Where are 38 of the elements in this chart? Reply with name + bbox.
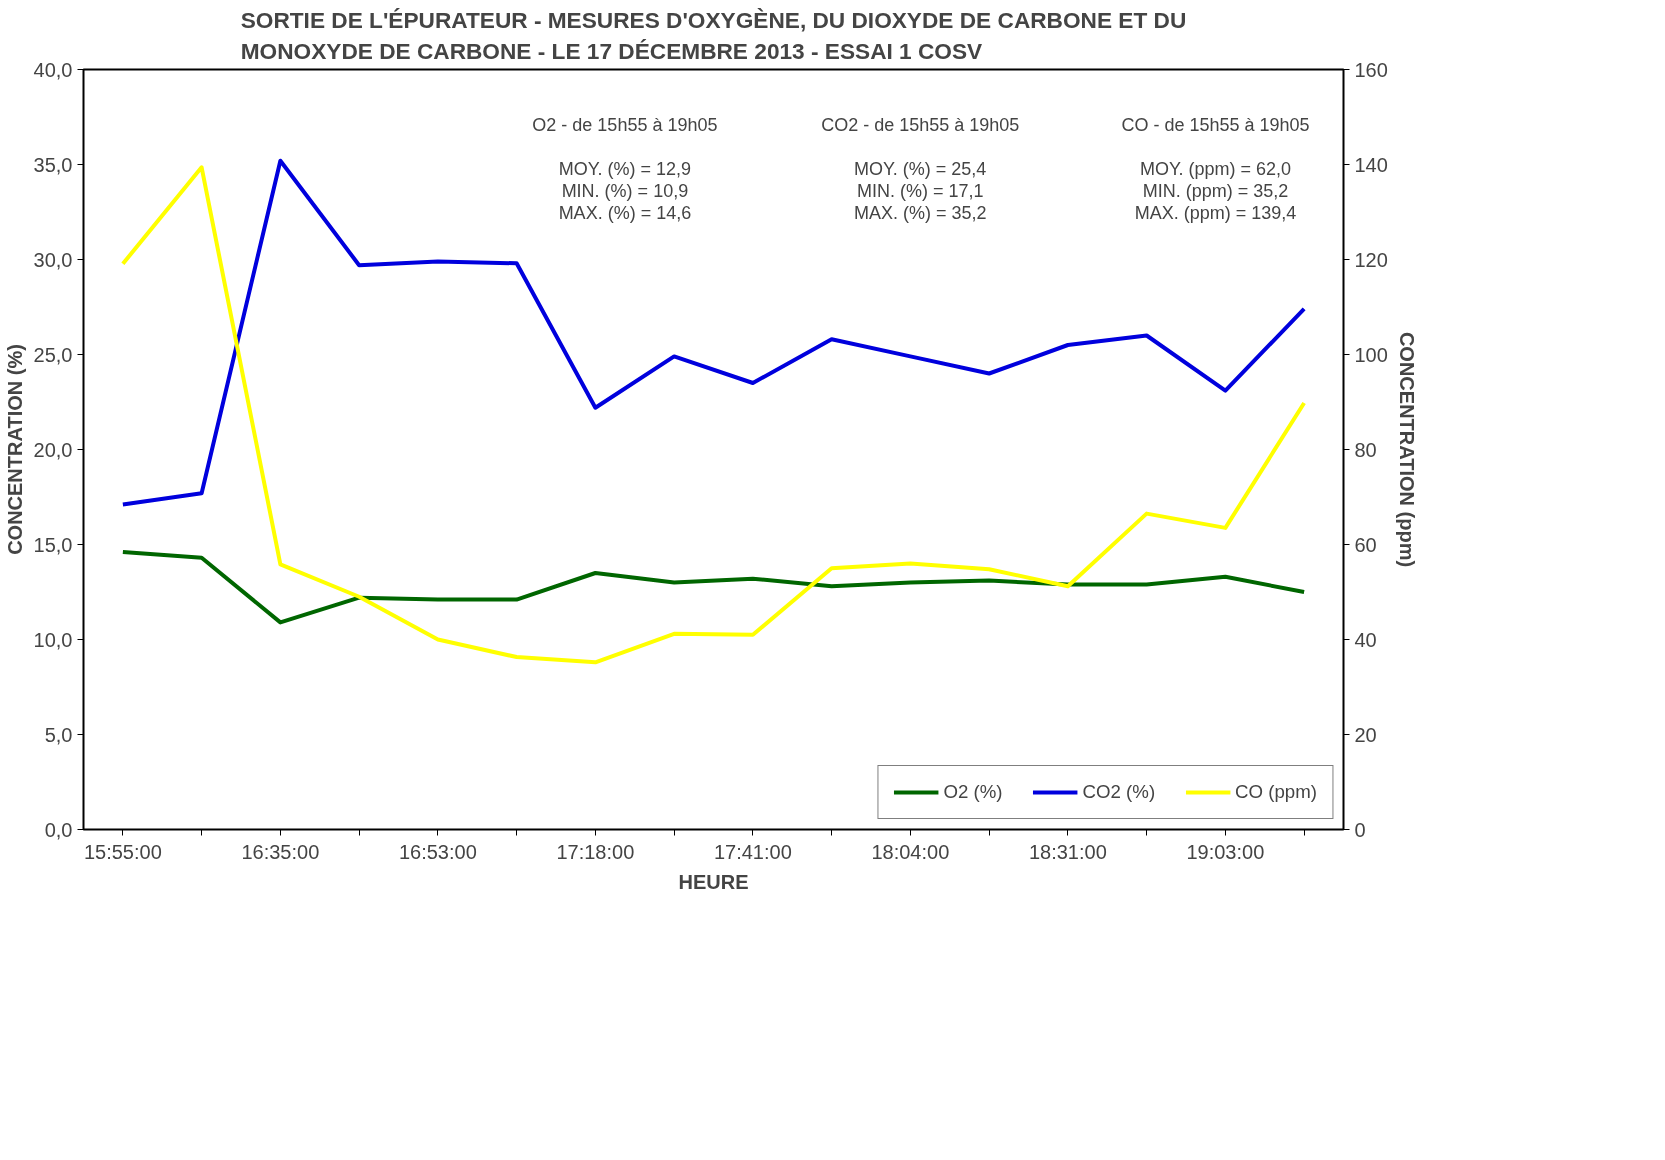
y2-tick-label: 0 [1354,818,1366,841]
y-axis-title: CONCENTRATION (%) [3,344,26,555]
x-tick-label: 19:03:00 [1186,840,1265,863]
line-series [120,158,1307,507]
x-tick-label: 16:53:00 [398,840,477,863]
line-series [120,550,1307,625]
x-tick-label: 15:55:00 [83,840,162,863]
y-tick-label: 0,0 [44,818,73,841]
x-tick-label: 17:18:00 [556,840,635,863]
y2-tick-label: 120 [1354,248,1388,271]
y-tick-label: 10,0 [33,628,73,651]
legend-label: CO2 (%) [1082,781,1156,803]
y2-tick-label: 140 [1354,153,1388,176]
legend-label: O2 (%) [943,781,1003,803]
y-tick-label: 25,0 [33,343,73,366]
y2-tick-label: 160 [1354,58,1388,81]
y2-tick-label: 20 [1354,723,1377,746]
y-tick-label: 15,0 [33,533,73,556]
y2-tick-label: 80 [1354,438,1377,461]
x-axis-title: HEURE [678,870,749,893]
y2-axis-title: CONCENTRATION (ppm) [1395,331,1418,568]
y-tick-label: 35,0 [33,153,73,176]
y-tick-label: 40,0 [33,58,73,81]
y-tick-label: 20,0 [33,438,73,461]
x-tick-label: 18:31:00 [1028,840,1107,863]
x-tick-label: 18:04:00 [871,840,950,863]
text: CO2 - de 15h55 à 19h05 MOY. (%) = 25,4 MIN. (%) = 17,1 MAX. (%) = 35,2 [821,115,1020,224]
y-tick-label: 30,0 [33,248,73,271]
y-tick-label: 5,0 [44,723,73,746]
y2-tick-label: 60 [1354,533,1377,556]
chart-title: SORTIE DE L'ÉPURATEUR - MESURES D'OXYGÈNE, DU DIOXYDE DE CARBONE ET DU MONOXYDE DE CARBONE - LE 17 DÉCEMBRE 2013 - ESSAI 1 COSV [240,7,1187,65]
x-tick-label: 16:35:00 [241,840,320,863]
y2-tick-label: 40 [1354,628,1377,651]
text: O2 - de 15h55 à 19h05 MOY. (%) = 12,9 MIN. (%) = 10,9 MAX. (%) = 14,6 [532,115,718,224]
text: CO - de 15h55 à 19h05 MOY. (ppm) = 62,0 MIN. (ppm) = 35,2 MAX. (ppm) = 139,4 [1121,115,1310,224]
y2-tick-label: 100 [1354,343,1388,366]
legend-label: CO (ppm) [1235,781,1317,803]
x-tick-label: 17:41:00 [713,840,792,863]
